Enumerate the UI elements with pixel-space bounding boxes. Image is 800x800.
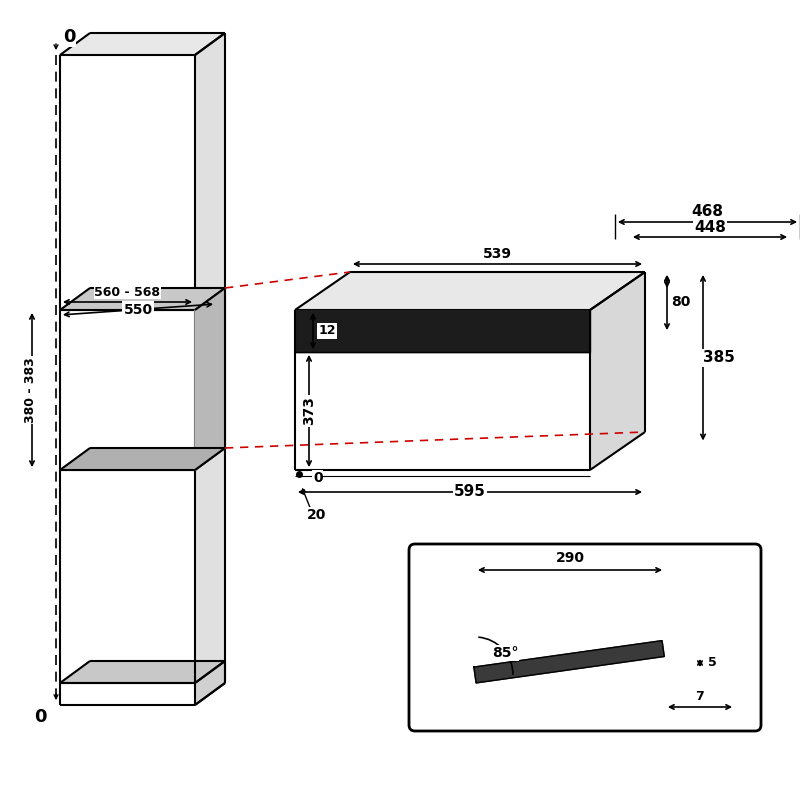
Polygon shape <box>60 683 195 705</box>
Text: 550: 550 <box>123 302 153 317</box>
Text: 290: 290 <box>555 551 585 565</box>
FancyBboxPatch shape <box>409 544 761 731</box>
Polygon shape <box>195 661 225 705</box>
Polygon shape <box>474 641 664 683</box>
Text: 80: 80 <box>671 295 690 310</box>
Text: 380 - 383: 380 - 383 <box>23 357 37 423</box>
Text: 468: 468 <box>691 205 723 219</box>
Polygon shape <box>60 288 225 310</box>
Polygon shape <box>60 661 225 683</box>
Polygon shape <box>60 33 225 55</box>
Text: 12: 12 <box>318 325 336 338</box>
Text: 0: 0 <box>313 471 322 485</box>
Text: 0: 0 <box>34 708 46 726</box>
Polygon shape <box>195 288 225 470</box>
Polygon shape <box>590 272 645 470</box>
Text: 385: 385 <box>703 350 735 365</box>
Polygon shape <box>295 272 645 310</box>
Polygon shape <box>195 33 225 705</box>
Text: 595: 595 <box>454 485 486 499</box>
Text: 20: 20 <box>307 508 326 522</box>
Text: 0: 0 <box>63 28 75 46</box>
Text: 448: 448 <box>694 219 726 234</box>
Polygon shape <box>295 310 590 352</box>
Polygon shape <box>295 352 590 470</box>
Polygon shape <box>60 448 225 470</box>
Text: 5: 5 <box>708 657 716 670</box>
Polygon shape <box>60 55 195 705</box>
Text: 7: 7 <box>696 690 704 703</box>
Text: 539: 539 <box>483 247 512 261</box>
Text: 560 - 568: 560 - 568 <box>94 286 161 298</box>
Text: 373: 373 <box>302 397 316 426</box>
Text: 85°: 85° <box>492 646 518 660</box>
